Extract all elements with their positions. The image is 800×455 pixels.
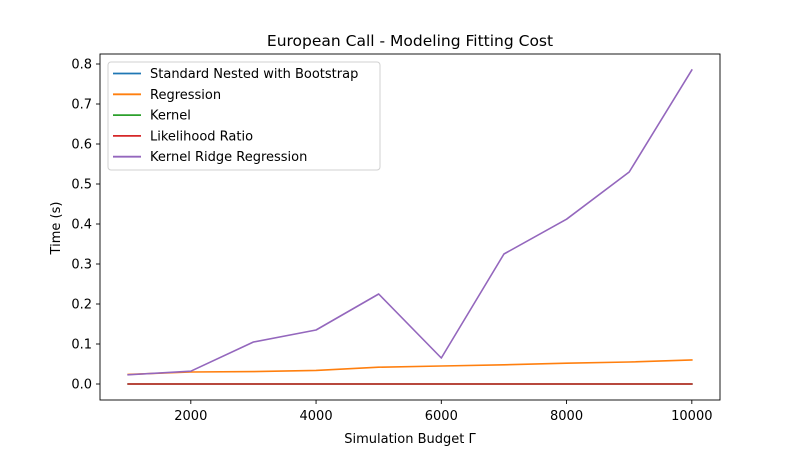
series-line-1: [127, 359, 693, 376]
y-tick-label-5: 0.5: [71, 178, 92, 193]
legend-entry-3: Likelihood Ratio: [150, 129, 253, 144]
series-layer: [127, 68, 693, 385]
y-tick-label-1: 0.1: [71, 338, 92, 353]
y-tick-label-2: 0.2: [71, 298, 92, 313]
legend: Standard Nested with Bootstrap Regression…: [107, 61, 381, 171]
y-tick-label-6: 0.6: [71, 138, 92, 153]
y-tick-label-0: 0.0: [71, 378, 92, 393]
series-line-4: [127, 68, 693, 376]
x-tick-label-3: 8000: [550, 409, 583, 424]
x-tick-label-4: 10000: [671, 409, 712, 424]
x-axis-label: Simulation Budget Γ: [344, 432, 476, 447]
legend-entry-4: Kernel Ridge Regression: [150, 150, 307, 165]
y-tick-label-3: 0.3: [71, 258, 92, 273]
y-tick-label-7: 0.7: [71, 98, 92, 113]
legend-box: [107, 61, 381, 171]
legend-entry-0: Standard Nested with Bootstrap: [150, 67, 358, 82]
chart-title: European Call - Modeling Fitting Cost: [267, 32, 553, 50]
y-axis-label: Time (s): [49, 202, 64, 256]
x-tick-label-0: 2000: [174, 409, 207, 424]
x-tick-label-1: 4000: [300, 409, 333, 424]
axes-layer: 2000 4000 6000 8000 10000 0.0 0.1 0.2 0.3 0.4 0.5 0…: [71, 53, 721, 424]
legend-entry-2: Kernel: [150, 109, 191, 124]
legend-entry-1: Regression: [150, 88, 221, 103]
x-tick-label-2: 6000: [425, 409, 458, 424]
y-tick-label-4: 0.4: [71, 218, 92, 233]
y-tick-label-8: 0.8: [71, 58, 92, 73]
plot-frame: [99, 53, 721, 401]
